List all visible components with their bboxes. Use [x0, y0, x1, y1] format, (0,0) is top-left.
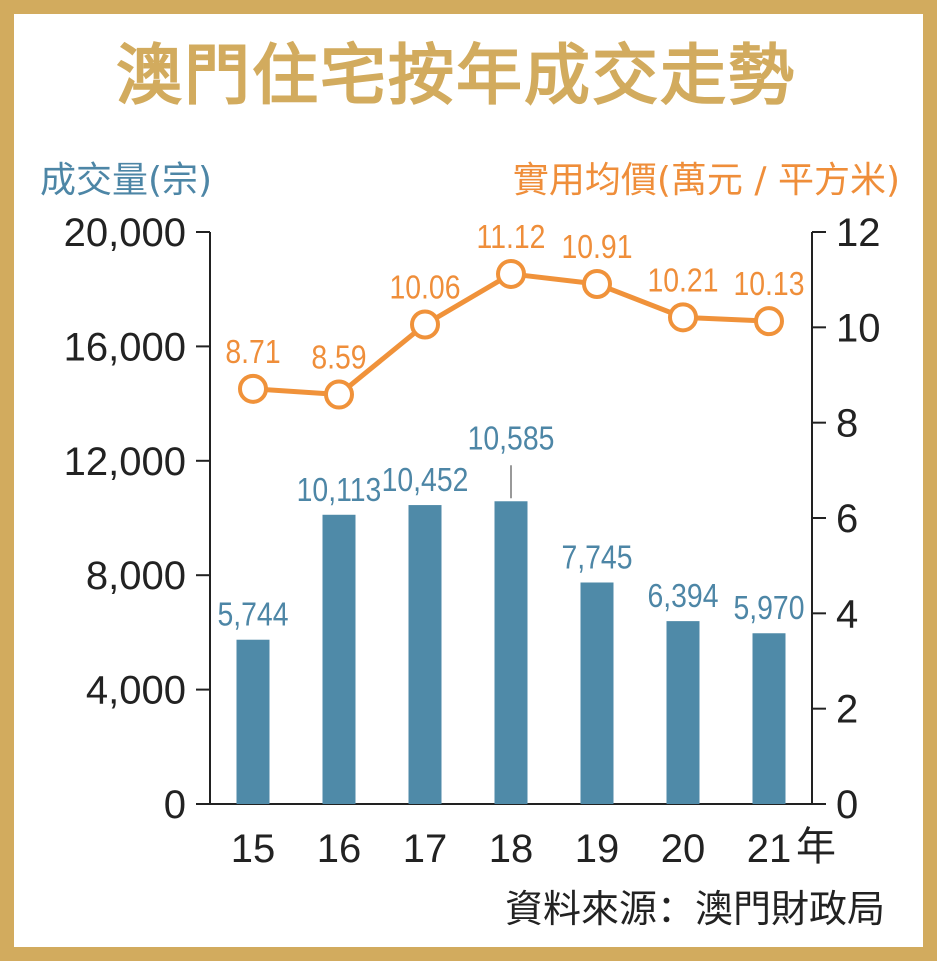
x-tick-label: 19: [575, 827, 620, 871]
bar-value-label: 5,970: [733, 589, 804, 627]
price-point-18: [496, 258, 526, 289]
x-tick-label: 17: [403, 827, 448, 871]
bar-series: [236, 501, 786, 804]
left-tick-label: 20,000: [64, 211, 186, 255]
price-value-label: 10.21: [647, 261, 718, 299]
x-tick-label: 18: [489, 827, 534, 871]
x-axis-ticks: 15 16 17 18 19 20 21: [231, 827, 792, 871]
price-value-label: 10.13: [733, 265, 804, 303]
price-value-label: 11.12: [477, 218, 546, 256]
bar-17: [408, 505, 442, 804]
source-note: 資料來源：澳門財政局: [505, 887, 885, 931]
bar-15: [236, 639, 270, 804]
price-value-label: 10.06: [389, 268, 460, 306]
left-tick-label: 0: [164, 783, 186, 827]
right-tick-label: 2: [836, 688, 858, 732]
price-point-20: [668, 302, 698, 333]
bar-20: [666, 621, 700, 804]
price-value-label: 8.71: [225, 333, 280, 371]
x-unit-label: 年: [796, 824, 836, 870]
price-point-16: [324, 379, 354, 410]
right-axis-ticks: 0 2 4 6 8 10 12: [812, 211, 881, 827]
price-point-17: [410, 309, 440, 340]
price-point-15: [238, 373, 268, 404]
chart-title: 澳門住宅按年成交走勢: [116, 37, 796, 114]
right-tick-label: 12: [836, 211, 881, 255]
x-tick-label: 20: [661, 827, 706, 871]
bar-value-label: 10,585: [468, 419, 555, 457]
price-value-label: 8.59: [311, 339, 366, 377]
left-tick-label: 8,000: [86, 554, 186, 598]
x-tick-label: 15: [231, 827, 276, 871]
right-axis-label: 實用均價(萬元 / 平方米): [513, 160, 900, 201]
x-tick-label: 16: [317, 827, 362, 871]
bar-18: [494, 501, 528, 804]
bar-value-label: 10,452: [382, 461, 469, 499]
price-line-series: [238, 258, 784, 410]
bar-value-label: 5,744: [217, 596, 288, 634]
bar-16: [322, 514, 356, 804]
x-tick-label: 21: [747, 827, 792, 871]
left-tick-label: 16,000: [64, 325, 186, 369]
bar-21: [752, 633, 786, 804]
right-tick-label: 0: [836, 783, 858, 827]
price-point-19: [582, 268, 612, 299]
right-tick-label: 10: [836, 306, 881, 350]
left-axis-label: 成交量(宗): [40, 160, 212, 201]
right-tick-label: 4: [836, 592, 858, 636]
right-tick-label: 8: [836, 402, 858, 446]
price-point-21: [754, 306, 784, 337]
left-tick-label: 4,000: [86, 669, 186, 713]
price-value-label: 10.91: [561, 228, 632, 266]
left-axis-ticks: 0 4,000 8,000 12,000 16,000 20,000: [64, 211, 210, 827]
bar-value-labels: 5,744 10,113 10,452 10,585 7,745 6,394 5,970: [217, 419, 804, 633]
price-value-labels: 8.71 8.59 10.06 11.12 10.91 10.21 10.13: [225, 218, 804, 376]
bar-value-label: 7,745: [561, 538, 632, 576]
bar-value-label: 6,394: [647, 577, 718, 615]
bar-19: [580, 582, 614, 804]
bar-value-label: 10,113: [297, 471, 382, 509]
right-tick-label: 6: [836, 497, 858, 541]
left-tick-label: 12,000: [64, 440, 186, 484]
